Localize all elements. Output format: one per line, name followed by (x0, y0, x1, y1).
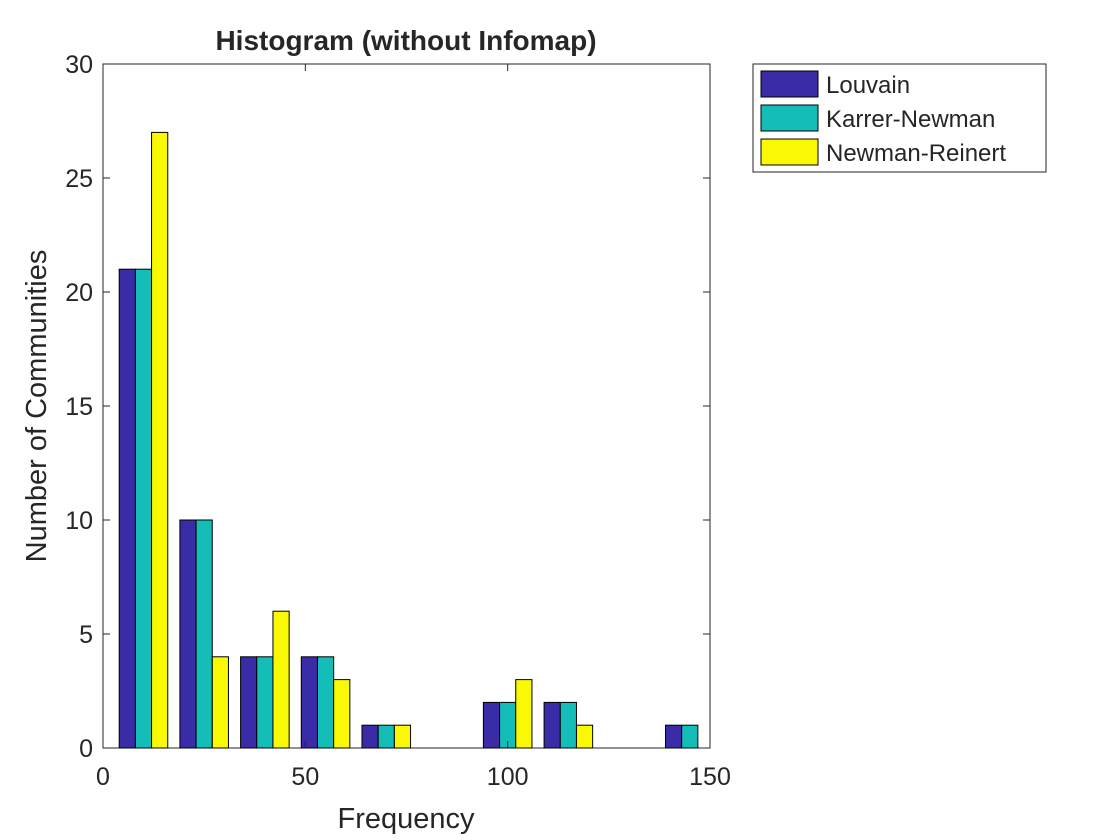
bar-louvain-4 (361, 724, 379, 749)
bar-louvain-1 (179, 519, 197, 749)
bar-karrer-newman-4 (377, 724, 395, 749)
bar-newman-reinert-0 (151, 131, 169, 749)
y-tick-label: 15 (65, 393, 93, 421)
bar-louvain-6 (482, 701, 501, 749)
bar-newman-reinert-2 (272, 610, 290, 749)
x-tick-label: 0 (96, 763, 110, 791)
legend-swatch-newman-reinert (760, 138, 819, 166)
bar-louvain-0 (118, 268, 136, 749)
bar-newman-reinert-6 (515, 679, 533, 749)
axis-ticks-group: 0 50 100 150 0 5 10 15 20 25 30 (65, 51, 731, 791)
chart-title: Histogram (without Infomap) (215, 25, 596, 56)
legend-swatch-louvain (760, 70, 819, 98)
bars-group (118, 131, 699, 749)
bar-karrer-newman-7 (559, 701, 577, 749)
y-axis-label: Number of Communities (21, 250, 53, 563)
bar-newman-reinert-7 (575, 724, 594, 749)
legend-swatch-karrer-newman (760, 104, 819, 132)
bar-newman-reinert-4 (393, 724, 412, 749)
bar-karrer-newman-2 (256, 656, 274, 749)
bar-louvain-2 (240, 656, 258, 749)
y-tick-label: 20 (65, 279, 93, 307)
bar-louvain-9 (664, 724, 683, 749)
bar-newman-reinert-1 (211, 656, 229, 749)
bar-louvain-3 (300, 656, 318, 749)
x-tick-label: 100 (487, 763, 529, 791)
y-tick-label: 25 (65, 165, 93, 193)
bar-karrer-newman-9 (681, 724, 699, 749)
y-tick-label: 30 (65, 51, 93, 79)
y-tick-label: 10 (65, 507, 93, 535)
legend-label-karrer-newman: Karrer-Newman (826, 106, 995, 133)
legend-label-louvain: Louvain (826, 72, 910, 99)
y-tick-label: 0 (79, 735, 93, 763)
bar-karrer-newman-0 (134, 268, 153, 749)
x-tick-label: 150 (689, 763, 731, 791)
legend: Louvain Karrer-Newman Newman-Reinert (752, 63, 1047, 173)
x-tick-label: 50 (291, 763, 319, 791)
bar-louvain-7 (543, 701, 561, 749)
x-axis-label: Frequency (337, 803, 475, 835)
bar-karrer-newman-1 (195, 519, 213, 749)
y-tick-label: 5 (79, 621, 93, 649)
bar-karrer-newman-3 (316, 656, 335, 749)
bar-newman-reinert-3 (333, 679, 351, 749)
legend-label-newman-reinert: Newman-Reinert (826, 140, 1006, 167)
